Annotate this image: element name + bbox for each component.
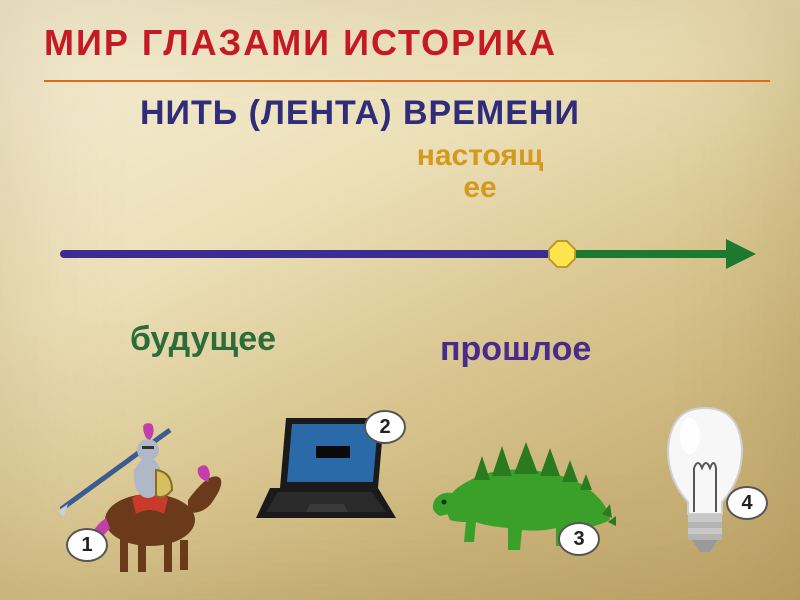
- timeline-arrowhead: [726, 239, 756, 269]
- badge-2: 2: [364, 410, 406, 444]
- badge-1-text: 1: [81, 534, 92, 557]
- badge-3: 3: [558, 522, 600, 556]
- past-label: прошлое: [440, 330, 591, 369]
- lightbulb-item: 4: [650, 400, 760, 570]
- subtitle: НИТЬ (ЛЕНТА) ВРЕМЕНИ: [140, 94, 580, 133]
- badge-4: 4: [726, 486, 768, 520]
- badge-4-text: 4: [741, 492, 752, 515]
- badge-2-text: 2: [379, 416, 390, 439]
- present-text-2: ее: [463, 171, 496, 204]
- laptop-item: 2: [250, 410, 400, 540]
- badge-3-text: 3: [573, 528, 584, 551]
- slide: МИР ГЛАЗАМИ ИСТОРИКА НИТЬ (ЛЕНТА) ВРЕМЕН…: [0, 0, 800, 600]
- present-label: настоящ ее: [370, 140, 590, 203]
- timeline-past-segment: [60, 250, 560, 258]
- future-label: будущее: [130, 320, 276, 359]
- badge-1: 1: [66, 528, 108, 562]
- title-divider: [44, 80, 770, 82]
- present-marker-icon: [548, 240, 576, 268]
- page-title: МИР ГЛАЗАМИ ИСТОРИКА: [44, 22, 557, 64]
- timeline-future-segment: [560, 250, 730, 258]
- present-text-1: настоящ: [417, 139, 544, 172]
- lightbulb-icon: [650, 400, 760, 570]
- dinosaur-item: 3: [430, 430, 620, 570]
- timeline: [60, 234, 760, 274]
- knight-item: 1: [60, 400, 230, 580]
